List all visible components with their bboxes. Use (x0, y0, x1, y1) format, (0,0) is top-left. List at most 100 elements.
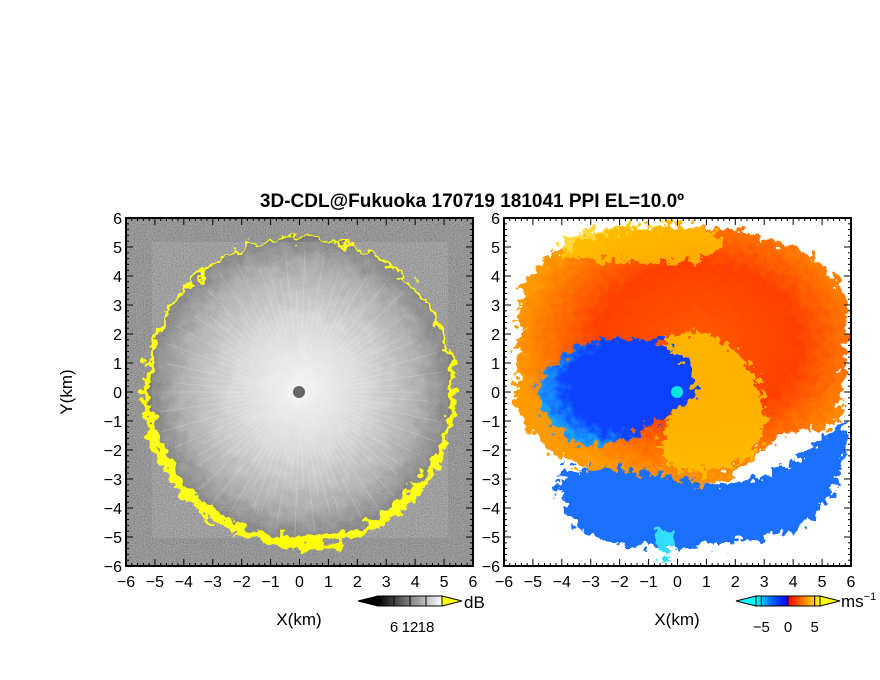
radial-streak (180, 383, 301, 393)
x-tick-label: −5 (524, 574, 542, 591)
right-xlabel: X(km) (654, 610, 699, 629)
velocity-colorbar: −5 0 5 ms−1 (735, 591, 876, 636)
cnr-panel (126, 218, 473, 566)
radial-streak (299, 391, 339, 510)
y-tick-label: −3 (104, 472, 122, 489)
y-tick-label: −2 (482, 443, 500, 460)
radial-streak (299, 391, 331, 514)
radial-streak (166, 363, 301, 393)
radial-streak (275, 391, 301, 530)
radial-streak (299, 391, 342, 493)
y-tick-label: 6 (491, 211, 500, 228)
radial-streak (210, 391, 301, 507)
y-tick-label: 4 (113, 269, 122, 286)
radial-streak (299, 384, 399, 393)
x-tick-label: 1 (702, 574, 711, 591)
y-tick-label: 3 (491, 298, 500, 315)
radial-streak (279, 278, 301, 393)
radial-streak (299, 331, 397, 393)
radial-streak (295, 291, 301, 393)
radial-streak (218, 313, 301, 393)
radial-streak (194, 315, 301, 393)
radial-streak (218, 391, 301, 461)
radial-streak (195, 391, 301, 400)
cnr-colorbar-extend-high (441, 595, 463, 607)
velocity-colorbar-extend-high (819, 595, 841, 607)
y-tick-label: 6 (113, 211, 122, 228)
x-tick-label: 2 (731, 574, 740, 591)
x-tick-label: 2 (353, 574, 362, 591)
radial-streak (299, 312, 409, 393)
y-tick-label: −6 (482, 559, 500, 576)
radial-streak (235, 391, 301, 464)
radial-streak (253, 391, 301, 507)
radial-streak (299, 391, 390, 433)
radial-streak (299, 265, 342, 393)
radial-streak (208, 315, 301, 393)
velocity-cyan-tail (655, 530, 675, 560)
y-tick-label: −6 (104, 559, 122, 576)
radial-streak (299, 391, 360, 468)
velocity-center-marker (671, 386, 683, 398)
x-tick-label: −6 (117, 574, 135, 591)
x-tick-label: −2 (611, 574, 629, 591)
radial-streak (271, 278, 301, 393)
radial-streak (299, 371, 444, 393)
x-tick-label: 5 (818, 574, 827, 591)
radial-streak (212, 336, 301, 393)
radial-streak (299, 391, 377, 466)
radial-streak (299, 307, 358, 393)
radial-streak (174, 391, 301, 449)
cnr-colorbar-ticks: 6 12 18 (390, 596, 434, 636)
x-tick-label: 4 (411, 574, 420, 591)
radial-streak (299, 391, 382, 513)
cnr-center-marker (293, 386, 305, 398)
radial-streak (299, 371, 394, 393)
y-tick-label: 1 (113, 356, 122, 373)
colorbar-tick-label: 6 (390, 619, 398, 636)
x-tick-label: 1 (324, 574, 333, 591)
axes: −6 −5 −4 −3 −2 −1 0 1 2 3 4 5 66543210−1−2−3−4−5−6−6… (104, 211, 856, 591)
velocity-negative-region (540, 336, 694, 446)
radial-streak (299, 391, 304, 489)
x-tick-label: 4 (789, 574, 798, 591)
radial-streak (299, 391, 422, 457)
radial-streak (299, 391, 320, 498)
x-tick-label: −5 (146, 574, 164, 591)
radial-streak (160, 391, 301, 413)
radial-streak (299, 248, 306, 393)
radial-streak (299, 287, 352, 393)
radial-streak (299, 391, 399, 464)
radial-streak (299, 391, 392, 419)
cnr-colorbar-extend-low (357, 595, 379, 607)
radial-streak (252, 391, 301, 490)
radial-streak (212, 352, 301, 393)
y-tick-label: 4 (491, 269, 500, 286)
radial-streak (299, 250, 326, 393)
radial-streak (294, 391, 301, 537)
radial-streak (299, 277, 367, 393)
x-tick-label: −3 (204, 574, 222, 591)
colorbar-tick-label: 12 (402, 619, 419, 636)
x-tick-label: 3 (760, 574, 769, 591)
velocity-yellow-north (560, 225, 722, 262)
y-tick-label: 2 (491, 327, 500, 344)
radial-streak (197, 391, 301, 467)
y-tick-label: 1 (491, 356, 500, 373)
radial-streak (299, 338, 420, 393)
radial-streak (260, 391, 301, 512)
radial-streak (207, 391, 301, 426)
x-tick-label: −6 (495, 574, 513, 591)
radial-streak (160, 391, 301, 433)
colorbar-tick-label: 0 (784, 619, 792, 636)
radial-streak (299, 321, 364, 393)
radial-streak (299, 327, 377, 393)
radial-streak (299, 391, 404, 407)
radial-streak (299, 294, 325, 393)
radial-streak (299, 391, 398, 474)
colorbar-tick-label: 5 (810, 619, 818, 636)
radial-streak (258, 266, 301, 393)
radial-streak (299, 391, 362, 517)
y-tick-label: −5 (482, 530, 500, 547)
radial-streak (209, 291, 301, 393)
